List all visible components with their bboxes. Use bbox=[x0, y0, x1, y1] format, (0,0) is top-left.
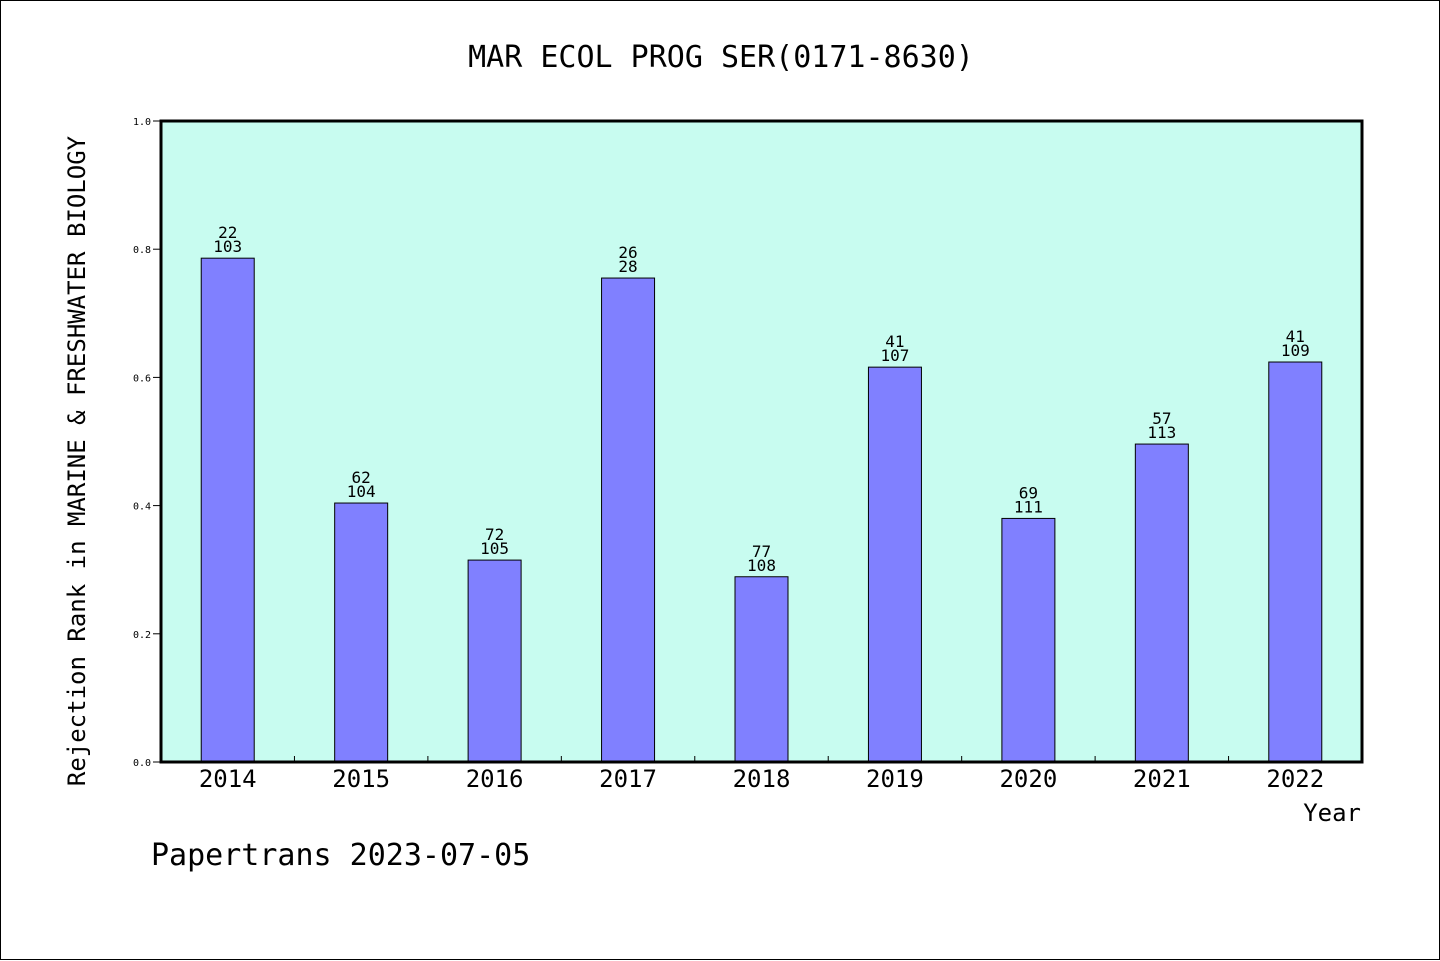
x-tick-label: 2020 bbox=[999, 765, 1057, 793]
chart-title: MAR ECOL PROG SER(0171-8630) bbox=[468, 40, 974, 75]
x-axis-ticks: 2014 2015 2016 2017 2018 2019 2020 2021 2022 bbox=[199, 756, 1324, 793]
y-axis-ticks: 0.0 0.2 0.4 0.6 0.8 1.0 bbox=[133, 117, 161, 769]
bar-2018 bbox=[734, 576, 789, 763]
bar-rank-label: 62 bbox=[352, 468, 371, 487]
x-tick-label: 2014 bbox=[199, 765, 257, 793]
bar-rank-label: 22 bbox=[218, 223, 237, 242]
footer-text: Papertrans 2023-07-05 bbox=[151, 838, 530, 873]
plot-border bbox=[159, 119, 1364, 764]
x-tick-label: 2021 bbox=[1133, 765, 1191, 793]
x-tick-label: 2017 bbox=[599, 765, 657, 793]
x-axis-label: Year bbox=[1303, 799, 1361, 827]
bar-2019 bbox=[867, 366, 922, 763]
bar-total-label: 104 bbox=[347, 482, 376, 501]
bar-rank-label: 41 bbox=[1286, 327, 1305, 346]
bar-total-label: 109 bbox=[1281, 341, 1310, 360]
bar-rank-label: 41 bbox=[885, 332, 904, 351]
y-tick-label: 0.6 bbox=[133, 373, 151, 384]
y-tick-label: 1.0 bbox=[133, 117, 151, 128]
y-tick-label: 0.4 bbox=[133, 502, 151, 513]
y-axis-label: Rejection Rank in MARINE & FRESHWATER BI… bbox=[63, 135, 91, 786]
bar-2017 bbox=[601, 277, 656, 763]
y-tick-label: 0.2 bbox=[133, 630, 151, 641]
x-tick-label: 2022 bbox=[1266, 765, 1324, 793]
bar-total-label: 108 bbox=[747, 556, 776, 575]
x-tick-label: 2019 bbox=[866, 765, 924, 793]
bar-total-label: 111 bbox=[1014, 497, 1043, 516]
bar-rank-label: 26 bbox=[618, 243, 637, 262]
bars-group bbox=[200, 257, 1323, 763]
bar-2022 bbox=[1268, 361, 1323, 763]
x-tick-label: 2015 bbox=[332, 765, 390, 793]
bar-2020 bbox=[1001, 517, 1056, 763]
bar-total-label: 28 bbox=[618, 257, 637, 276]
bar-total-label: 103 bbox=[213, 237, 242, 256]
bar-rank-label: 72 bbox=[485, 525, 504, 544]
bar-total-label: 107 bbox=[880, 346, 909, 365]
bar-2021 bbox=[1134, 443, 1189, 763]
bar-rank-label: 77 bbox=[752, 542, 771, 561]
bar-rank-label: 69 bbox=[1019, 483, 1038, 502]
bar-total-label: 105 bbox=[480, 539, 509, 558]
x-tick-label: 2016 bbox=[466, 765, 524, 793]
bar-2016 bbox=[467, 559, 522, 763]
bar-2015 bbox=[334, 502, 389, 763]
bar-total-label: 113 bbox=[1147, 423, 1176, 442]
bar-rank-label: 57 bbox=[1152, 409, 1171, 428]
bar-2014 bbox=[200, 257, 255, 763]
y-tick-label: 0.8 bbox=[133, 245, 151, 256]
bar-labels-group: 2210362104721052628771084110769111571134… bbox=[213, 223, 1309, 575]
x-tick-label: 2018 bbox=[733, 765, 791, 793]
y-tick-label: 0.0 bbox=[133, 758, 151, 769]
